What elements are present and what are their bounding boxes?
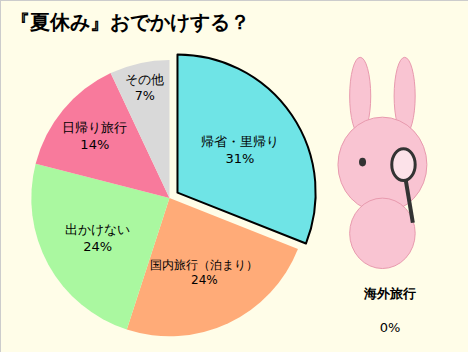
svg-text:出かけない24%: 出かけない24% — [65, 222, 130, 254]
svg-text:帰省・里帰り31%: 帰省・里帰り31% — [201, 134, 279, 166]
svg-text:海外旅行0%: 海外旅行0% — [363, 286, 416, 335]
svg-text:日帰り旅行14%: 日帰り旅行14% — [62, 120, 127, 152]
svg-text:『夏休み』おでかけする？: 『夏休み』おでかけする？ — [10, 10, 250, 34]
svg-text:その他7%: その他7% — [125, 72, 164, 104]
svg-text:国内旅行（泊まり）24%: 国内旅行（泊まり）24% — [150, 258, 258, 288]
